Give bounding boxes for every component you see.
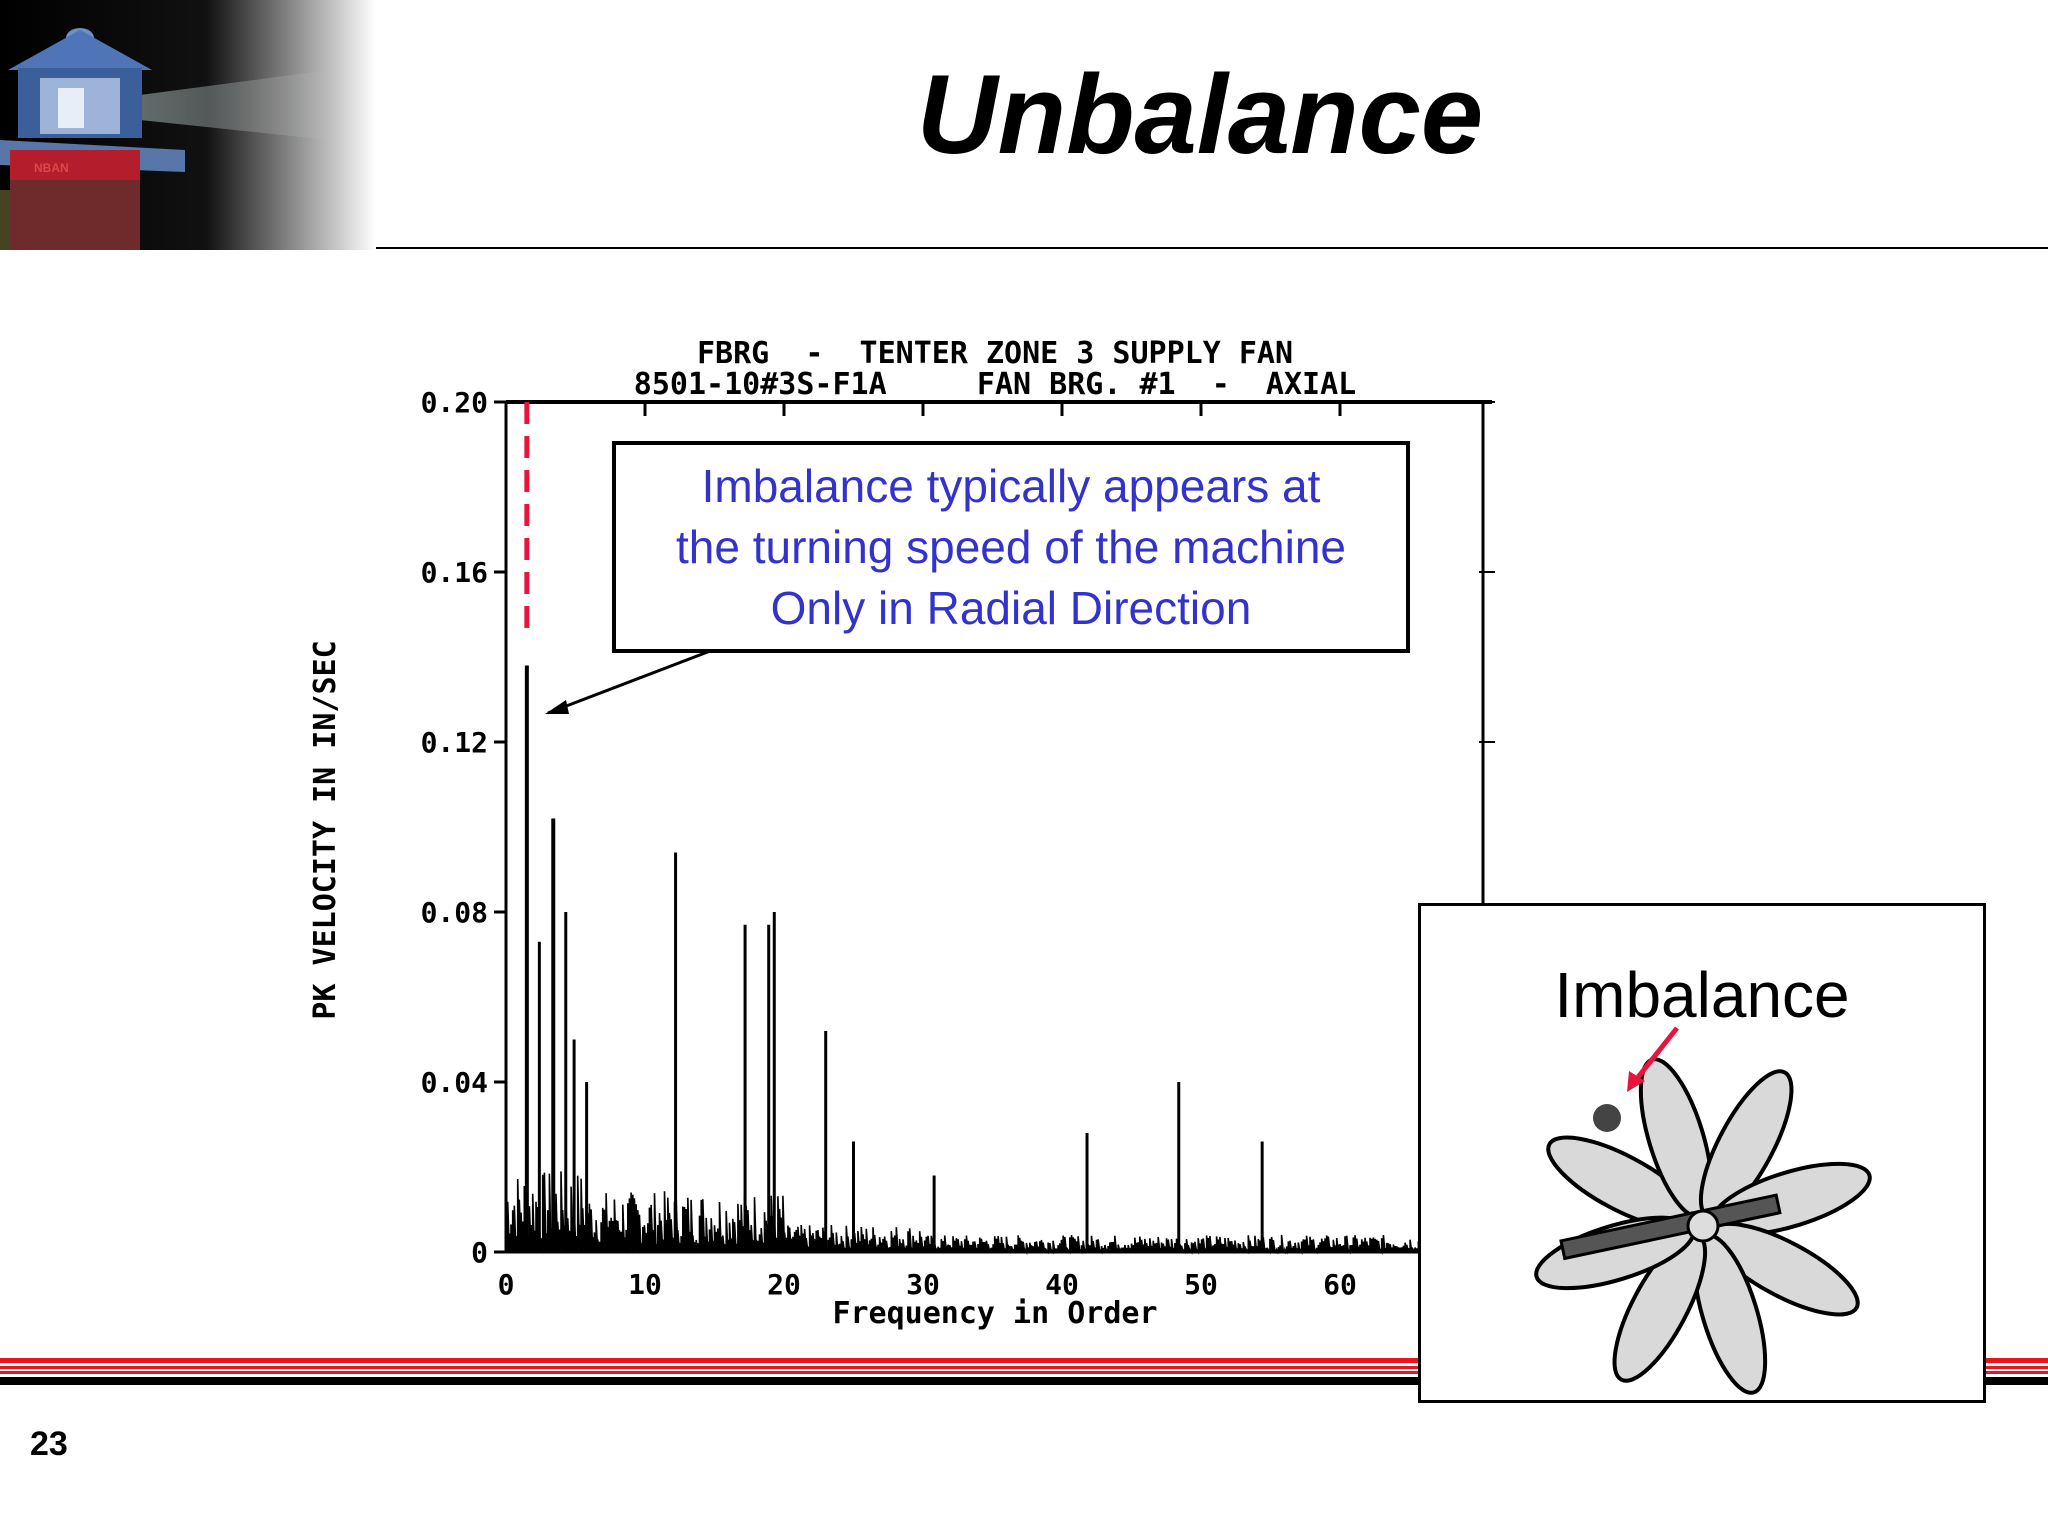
chart-subtitle: 8501-10#3S-F1A FAN BRG. #1 - AXIAL: [634, 367, 1356, 402]
x-tick-label: 0: [498, 1268, 515, 1301]
y-tick-label: 0.08: [421, 896, 488, 929]
callout-arrow-line: [547, 646, 719, 715]
chart-title: FBRG - TENTER ZONE 3 SUPPLY FAN: [697, 336, 1293, 371]
imbalance-inset: Imbalance: [1418, 903, 1986, 1403]
imbalance-pointer-line: [1633, 1026, 1679, 1083]
lighthouse-logo: NBAN: [0, 0, 376, 250]
imbalance-pointer-head: [1627, 1071, 1645, 1092]
spectrum-noise-floor: [505, 1171, 1458, 1255]
x-tick-label: 10: [628, 1268, 662, 1301]
y-tick-label: 0.20: [421, 386, 488, 419]
fan-illustration: [1534, 1026, 1872, 1395]
title-divider: [376, 247, 2048, 249]
slide-title: Unbalance: [916, 52, 1484, 177]
x-tick-label: 20: [767, 1268, 801, 1301]
callout-arrow-head: [545, 700, 569, 714]
callout-line-1: Imbalance typically appears at: [701, 459, 1321, 512]
callout-text: Imbalance typically appears at the turni…: [676, 456, 1346, 639]
y-tick-label: 0.04: [421, 1066, 488, 1099]
callout-line-2: the turning speed of the machine: [675, 520, 1346, 573]
fan-shaft: [1559, 1193, 1782, 1261]
imbalance-weight: [1593, 1104, 1621, 1132]
x-tick-label: 40: [1045, 1268, 1079, 1301]
callout-line-3: Only in Radial Direction: [770, 581, 1252, 634]
inset-label: Imbalance: [1554, 959, 1850, 1031]
y-tick-label: 0: [471, 1236, 488, 1269]
callout-box: Imbalance typically appears at the turni…: [612, 441, 1410, 653]
logo-badge-text: NBAN: [34, 161, 69, 175]
footer-stripes: [0, 1358, 2048, 1385]
slide-number: 23: [30, 1425, 68, 1463]
y-axis-label: PK VELOCITY IN IN/SEC: [308, 640, 343, 1019]
x-tick-label: 30: [906, 1268, 940, 1301]
y-tick-label: 0.12: [421, 726, 488, 759]
x-tick-label: 60: [1323, 1268, 1357, 1301]
fan-hub: [1686, 1209, 1720, 1243]
x-tick-label: 50: [1184, 1268, 1218, 1301]
y-tick-label: 0.16: [421, 556, 488, 589]
x-axis-label: Frequency in Order: [832, 1296, 1157, 1331]
